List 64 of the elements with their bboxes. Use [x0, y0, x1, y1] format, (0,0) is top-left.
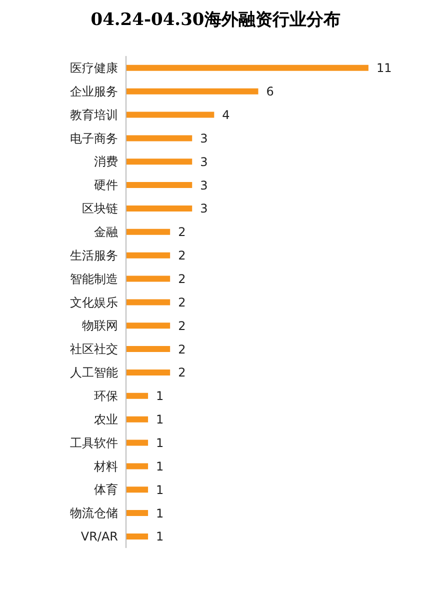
y-tick-label: 金融 [94, 224, 118, 239]
bar [126, 322, 170, 329]
bar [126, 463, 148, 470]
y-tick-label: 硬件 [94, 178, 118, 192]
data-label: 11 [376, 61, 392, 76]
data-label: 4 [222, 108, 230, 122]
data-label: 1 [156, 412, 164, 427]
bar [126, 228, 170, 235]
y-tick-label: 智能制造 [70, 272, 118, 286]
y-tick-label: 物流仓储 [70, 506, 118, 520]
data-label: 3 [200, 131, 208, 146]
chart-title: 04.24-04.30海外融资行业分布 [90, 9, 342, 32]
bar [126, 299, 170, 306]
y-tick-label: 人工智能 [70, 366, 118, 380]
y-tick-label: 材料 [93, 459, 118, 474]
bar [126, 135, 192, 142]
y-tick-label: 教育培训 [70, 108, 118, 122]
data-label: 6 [266, 84, 274, 99]
y-tick-label: 医疗健康 [70, 60, 118, 75]
data-label: 2 [178, 248, 186, 263]
bar [126, 158, 192, 165]
data-label: 2 [178, 225, 186, 240]
data-label: 3 [200, 178, 208, 192]
bar [126, 88, 258, 94]
y-tick-label: 农业 [94, 412, 118, 426]
data-label: 3 [200, 202, 208, 216]
y-tick-label: VR/AR [80, 530, 118, 544]
data-label: 2 [178, 318, 186, 333]
bar [126, 440, 148, 446]
bar [126, 346, 170, 352]
y-tick-label: 生活服务 [70, 248, 118, 262]
data-label: 2 [178, 342, 186, 356]
bar [126, 392, 148, 399]
bar [126, 510, 148, 516]
y-tick-label: 工具软件 [70, 436, 118, 450]
y-tick-label: 文化娱乐 [70, 295, 118, 310]
bar [126, 486, 148, 493]
y-tick-label: 环保 [94, 388, 118, 403]
data-label: 1 [156, 459, 164, 474]
y-tick-label: 区块链 [82, 202, 118, 216]
bar [126, 276, 170, 282]
bar [126, 416, 148, 422]
data-label: 3 [200, 154, 208, 169]
data-label: 1 [156, 436, 164, 450]
bar [126, 369, 170, 376]
data-label: 2 [178, 272, 186, 286]
data-label: 2 [178, 366, 186, 380]
data-label: 2 [178, 295, 186, 310]
data-label: 1 [156, 482, 164, 497]
bar [126, 112, 214, 118]
bar [126, 205, 192, 212]
bar [126, 252, 170, 258]
data-label: 1 [156, 389, 164, 404]
y-tick-label: 物联网 [82, 318, 118, 333]
y-tick-label: 电子商务 [70, 131, 118, 146]
y-tick-label: 消费 [94, 154, 118, 169]
y-tick-label: 社区社交 [70, 342, 118, 356]
y-tick-label: 体育 [94, 482, 118, 497]
data-label: 1 [156, 530, 164, 544]
bar [126, 533, 148, 540]
y-tick-label: 企业服务 [70, 84, 118, 98]
bar [126, 64, 368, 71]
bar [126, 182, 192, 188]
data-label: 1 [156, 506, 164, 520]
